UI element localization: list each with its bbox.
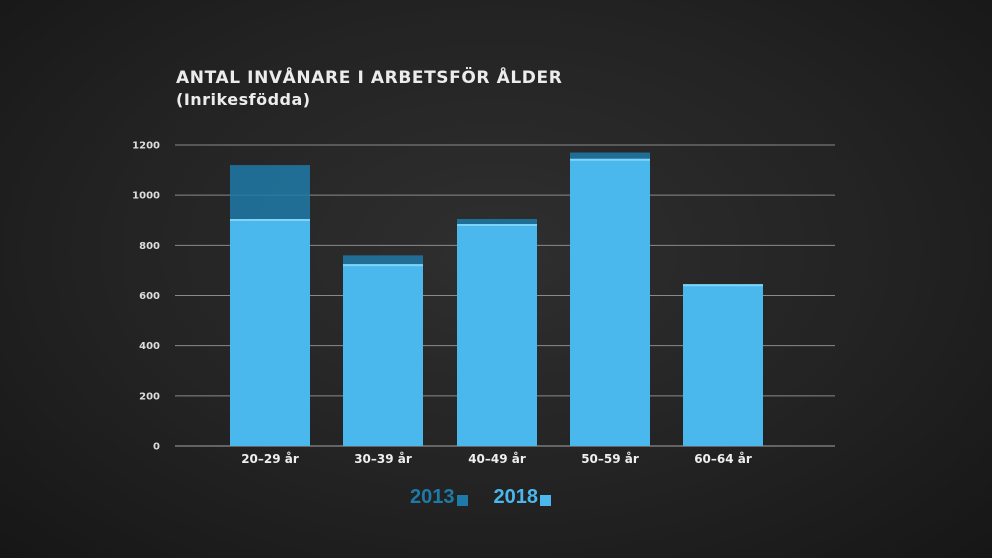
x-tick-label: 30–39 år bbox=[354, 452, 412, 466]
y-tick-label: 1200 bbox=[132, 141, 160, 152]
y-tick-label: 0 bbox=[153, 442, 160, 453]
bar-2018 bbox=[683, 284, 763, 446]
chart-title-block: ANTAL INVÅNARE I ARBETSFÖR ÅLDER (Inrike… bbox=[176, 68, 562, 110]
bar-2018 bbox=[230, 218, 310, 446]
y-tick-label: 800 bbox=[139, 241, 160, 252]
bar-2018-highlight bbox=[230, 218, 310, 221]
bar-2018-highlight bbox=[683, 284, 763, 287]
y-tick-label: 400 bbox=[139, 341, 160, 352]
bar-2018 bbox=[570, 158, 650, 446]
x-tick-label: 50–59 år bbox=[581, 452, 639, 466]
legend-swatch-2018 bbox=[540, 494, 551, 506]
bar-2018 bbox=[343, 264, 423, 446]
legend-label-2013: 2013 bbox=[410, 486, 455, 508]
x-tick-label: 60–64 år bbox=[694, 452, 752, 466]
chart-title: ANTAL INVÅNARE I ARBETSFÖR ÅLDER bbox=[176, 68, 563, 88]
y-tick-label: 200 bbox=[139, 391, 160, 402]
x-tick-label: 40–49 år bbox=[468, 452, 526, 466]
chart-subtitle: (Inrikesfödda) bbox=[176, 90, 311, 109]
legend-item-2013: 2013 bbox=[410, 486, 468, 509]
bar-2018 bbox=[457, 224, 537, 446]
legend-swatch-2013 bbox=[456, 494, 468, 506]
legend-item-2018: 2018 bbox=[493, 486, 551, 509]
legend-label-2018: 2018 bbox=[493, 486, 539, 508]
bar-2018-highlight bbox=[343, 264, 423, 267]
y-tick-label: 600 bbox=[139, 291, 160, 302]
bar-2018-highlight bbox=[570, 158, 650, 161]
x-tick-label: 20–29 år bbox=[241, 452, 299, 466]
bar-2018-highlight bbox=[457, 224, 537, 227]
y-tick-label: 1000 bbox=[132, 191, 160, 202]
legend: 2013 2018 bbox=[410, 486, 551, 509]
